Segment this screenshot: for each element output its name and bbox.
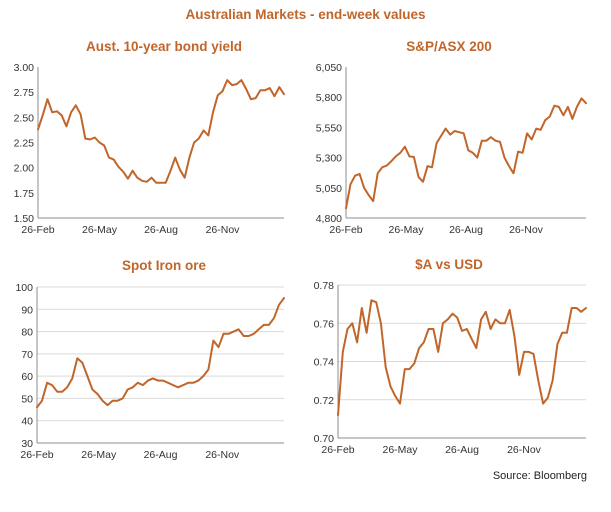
series-line	[345, 97, 587, 210]
chart-title: Spot Iron ore	[122, 258, 206, 273]
y-tick-label: 2.25	[14, 138, 35, 150]
y-tick-label: 50	[21, 393, 33, 405]
y-tick-label: 1.75	[14, 188, 35, 200]
y-tick-label: 100	[15, 282, 33, 294]
x-tick-label: 26-Nov	[509, 224, 544, 236]
source-note: Source: Bloomberg	[492, 470, 587, 482]
y-tick-label: 2.75	[14, 87, 35, 99]
x-tick-label: 26-Aug	[449, 224, 483, 236]
y-tick-label: 70	[21, 349, 33, 361]
y-tick-label: 3.00	[14, 62, 35, 74]
chart-panel-bond-yield: Aust. 10-year bond yield 3.00 2.75 2.50 2.2…	[14, 39, 285, 236]
x-tick-label: 26-Aug	[144, 449, 178, 461]
y-tick-label: 2.50	[14, 112, 35, 124]
x-tick-label: 26-Feb	[20, 449, 53, 461]
x-tick-label: 26-Aug	[445, 444, 479, 456]
y-tick-label: 0.70	[314, 433, 335, 445]
y-tick-label: 5,300	[316, 153, 342, 165]
x-tick-label: 26-May	[388, 224, 424, 236]
y-tick-label: 0.74	[314, 357, 335, 369]
y-tick-label: 0.78	[314, 280, 335, 292]
y-tick-label: 6,050	[316, 62, 342, 74]
chart-title: Aust. 10-year bond yield	[86, 39, 242, 54]
y-tick-label: 2.00	[14, 163, 35, 175]
chart-title: S&P/ASX 200	[406, 39, 492, 54]
y-tick-label: 40	[21, 416, 33, 428]
x-tick-label: 26-May	[382, 444, 418, 456]
x-tick-label: 26-Aug	[144, 224, 178, 236]
y-tick-label: 5,800	[316, 92, 342, 104]
x-tick-label: 26-Feb	[329, 224, 362, 236]
x-tick-label: 26-Nov	[206, 224, 241, 236]
y-tick-label: 0.72	[314, 395, 335, 407]
page-title: Australian Markets - end-week values	[185, 7, 426, 22]
series-line	[37, 79, 285, 184]
x-tick-label: 26-Feb	[321, 444, 354, 456]
y-tick-label: 0.76	[314, 318, 335, 330]
y-tick-label: 80	[21, 327, 33, 339]
x-tick-label: 26-Feb	[21, 224, 54, 236]
series-line	[36, 297, 285, 409]
y-tick-label: 5,050	[316, 183, 342, 195]
y-tick-label: 5,550	[316, 122, 342, 134]
chart-title: $A vs USD	[415, 257, 483, 272]
y-tick-label: 4,800	[316, 213, 342, 225]
y-tick-label: 30	[21, 438, 33, 450]
y-tick-label: 60	[21, 371, 33, 383]
x-tick-label: 26-Nov	[205, 449, 240, 461]
y-tick-label: 90	[21, 304, 33, 316]
series-line	[337, 299, 587, 417]
x-tick-label: 26-May	[81, 449, 117, 461]
x-tick-label: 26-May	[82, 224, 118, 236]
x-tick-label: 26-Nov	[507, 444, 542, 456]
y-tick-label: 1.50	[14, 213, 35, 225]
chart-panel-asx200: S&P/ASX 200 6,050 5,800 5,550 5,300 5,050 4,8…	[316, 39, 587, 236]
